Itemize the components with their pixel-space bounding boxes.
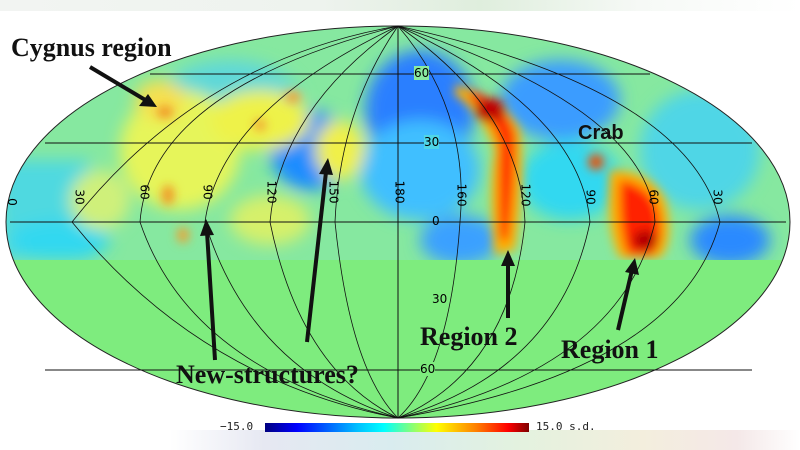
label-region-2: Region 2 [420, 322, 518, 351]
colorbar-max-label: 15.0 s.d. [536, 420, 596, 433]
lon-tick-60-right: 60 [646, 189, 661, 205]
label-cygnus-region: Cygnus region [11, 33, 172, 62]
cygnus-arrow [88, 65, 149, 103]
colorbar-min-label: −15.0 [220, 420, 254, 433]
lon-tick-90-right: 90 [583, 189, 598, 205]
annotation-arrows [88, 65, 639, 361]
label-new-structures: New-structures? [176, 360, 359, 389]
masked-region [6, 260, 790, 418]
top-decorative-band [0, 0, 800, 11]
lon-tick-180: 180 [392, 180, 407, 204]
lon-tick-120-right: 120 [518, 183, 533, 207]
lon-tick-90: 90 [200, 184, 215, 200]
lat-tick-n60: 60 [414, 66, 430, 80]
lon-tick-30-right: 30 [710, 189, 725, 205]
label-crab: Crab [578, 122, 624, 144]
latitude-grid [10, 26, 786, 418]
lon-tick-160-right: 160 [454, 183, 469, 207]
lon-tick-120: 120 [264, 180, 279, 204]
lat-tick-eq: 0 [432, 214, 440, 228]
label-region-1: Region 1 [561, 335, 659, 364]
lat-tick-s30: 30 [432, 292, 448, 306]
lon-tick-60: 60 [137, 184, 152, 200]
bottom-decorative-band [170, 430, 800, 450]
longitude-grid [71, 25, 721, 419]
lon-tick-150: 150 [326, 180, 341, 204]
lon-tick-0: 0 [4, 198, 19, 206]
lon-tick-30: 30 [72, 189, 87, 205]
colorbar [265, 423, 529, 432]
lat-tick-n30: 30 [424, 135, 440, 149]
lat-tick-s60: 60 [420, 362, 436, 376]
